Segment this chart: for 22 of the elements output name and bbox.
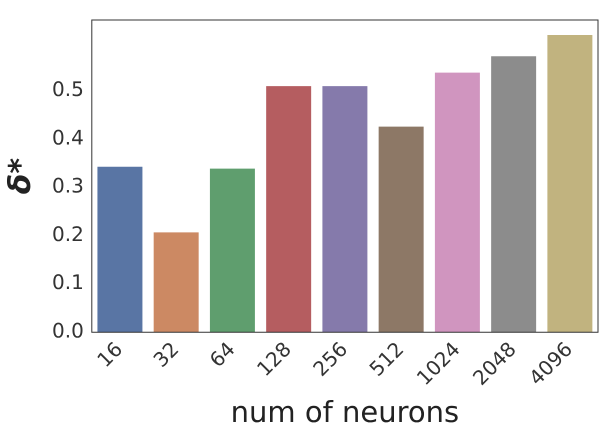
x-tick-label: 32 [148, 336, 184, 372]
bar [154, 232, 199, 332]
bar [97, 166, 142, 332]
y-tick-label: 0.5 [52, 77, 84, 102]
x-axis-title: num of neurons [230, 395, 460, 430]
bar [434, 72, 480, 332]
x-tick-label: 512 [364, 336, 408, 381]
bar [491, 56, 536, 332]
x-tick-label: 16 [92, 336, 128, 372]
bar [266, 86, 312, 332]
y-tick-label: 0.3 [52, 174, 84, 198]
y-tick-label: 0.2 [52, 222, 84, 246]
bar [322, 86, 368, 332]
y-tick-label: 0.0 [52, 318, 84, 342]
bar [210, 168, 255, 332]
y-axis-title: δ* [2, 158, 38, 194]
bar [378, 126, 424, 332]
x-tick-label: 128 [252, 336, 296, 381]
y-tick-label: 0.4 [52, 125, 84, 150]
x-tick-label: 64 [204, 336, 240, 372]
bar [547, 34, 592, 332]
y-tick-label: 0.1 [52, 270, 84, 294]
